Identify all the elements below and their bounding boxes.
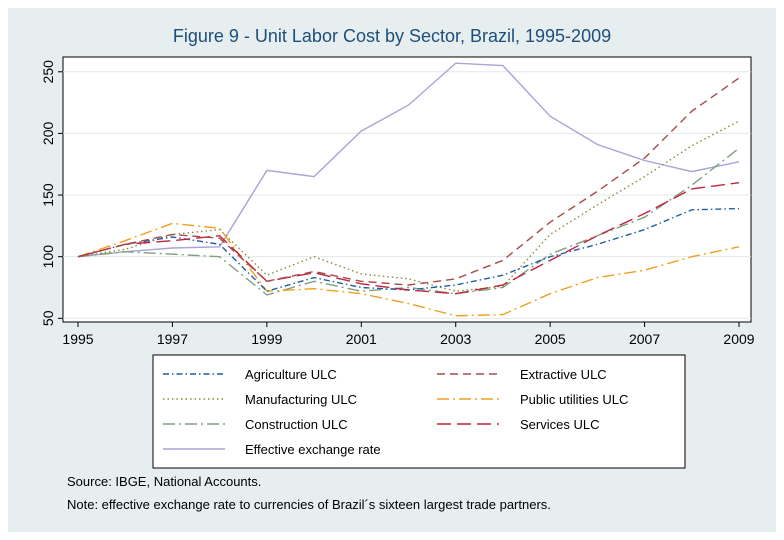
series-line-construction-ulc (77, 147, 740, 296)
series-line-extractive-ulc (77, 77, 740, 286)
x-tick-label: 2007 (629, 331, 660, 347)
legend-label: Services ULC (520, 417, 599, 432)
legend-label: Extractive ULC (520, 367, 607, 382)
series-line-manufacturing-ulc (77, 120, 740, 292)
series-line-public-utilities-ulc (77, 222, 740, 317)
legend-label: Manufacturing ULC (245, 392, 357, 407)
legend-label: Public utilities ULC (520, 392, 628, 407)
legend-label: Construction ULC (245, 417, 348, 432)
y-tick-label: 50 (40, 310, 56, 326)
y-tick-label: 250 (40, 60, 56, 84)
x-tick-label: 2005 (535, 331, 566, 347)
footnote: Note: effective exchange rate to currenc… (67, 497, 551, 512)
x-tick-label: 1997 (157, 331, 188, 347)
y-tick-label: 200 (40, 122, 56, 146)
legend-box (152, 354, 686, 469)
x-tick-label: 2003 (440, 331, 471, 347)
legend-label: Agriculture ULC (245, 367, 337, 382)
x-tick-label: 1995 (62, 331, 93, 347)
series-line-services-ulc (77, 182, 740, 295)
source-note: Source: IBGE, National Accounts. (67, 474, 262, 489)
plot-area (62, 56, 752, 323)
x-tick-label: 2001 (346, 331, 377, 347)
x-tick-label: 1999 (251, 331, 282, 347)
chart-title: Figure 9 - Unit Labor Cost by Sector, Br… (172, 26, 612, 46)
x-tick-label: 2009 (723, 331, 754, 347)
y-tick-label: 100 (40, 245, 56, 269)
legend-label: Effective exchange rate (245, 442, 381, 457)
series-line-effective-exchange-rate (77, 62, 740, 258)
y-tick-label: 150 (40, 183, 56, 207)
